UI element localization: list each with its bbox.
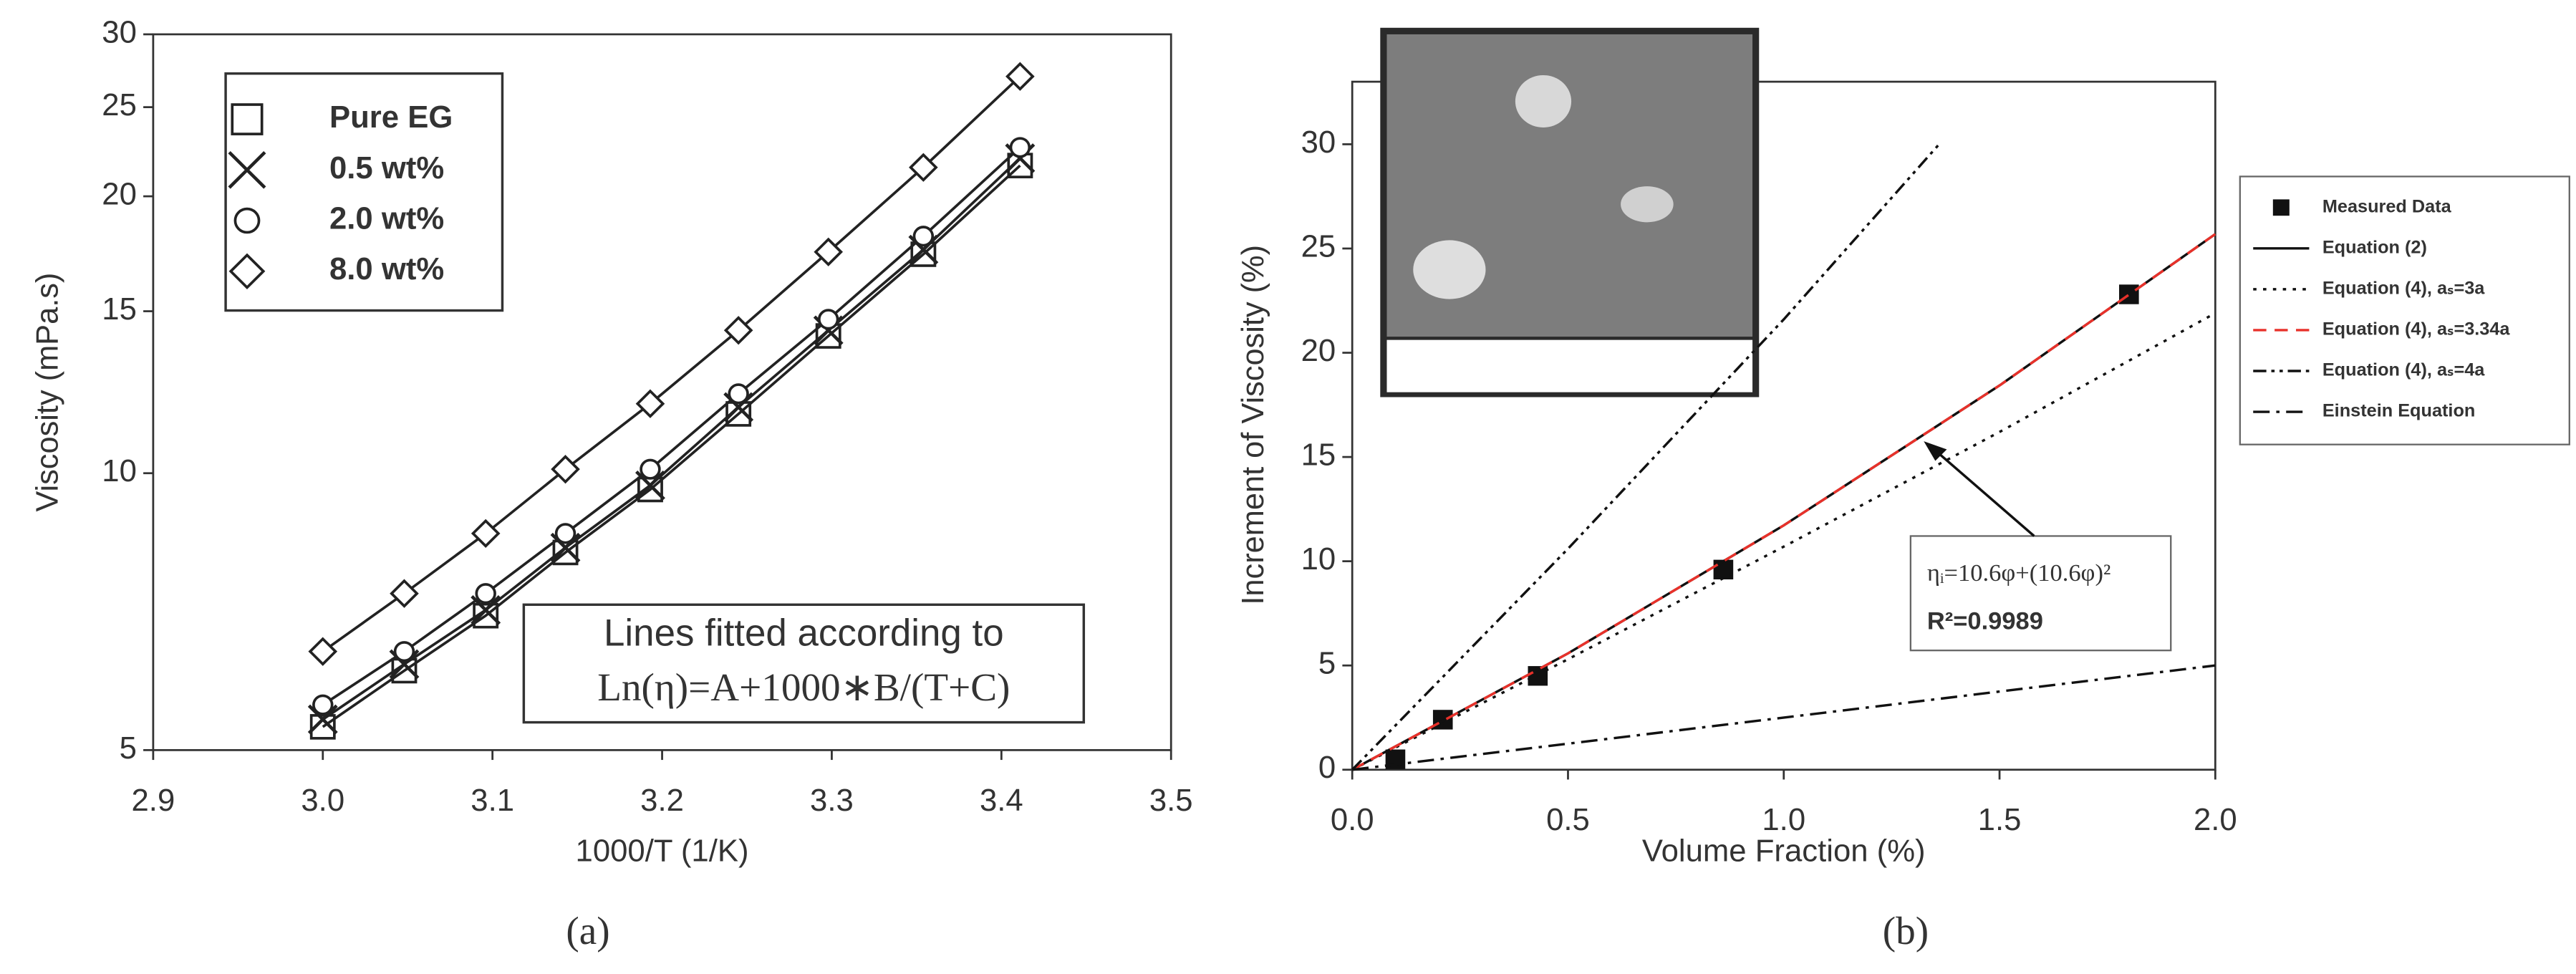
caption: (a) bbox=[566, 909, 609, 953]
legend-label: 2.0 wt% bbox=[329, 202, 444, 236]
particle bbox=[1413, 240, 1486, 299]
legend-label: 0.5 wt% bbox=[329, 151, 444, 185]
x-tick-label: 3.1 bbox=[471, 783, 514, 818]
x-tick-label: 3.0 bbox=[301, 783, 344, 818]
marker bbox=[912, 226, 935, 247]
y-tick-label: 20 bbox=[102, 178, 137, 212]
x-tick-label: 1.0 bbox=[1762, 803, 1805, 837]
y-axis-label: Viscosity (mPa.s) bbox=[30, 273, 64, 512]
marker bbox=[814, 237, 844, 266]
y-tick-label: 10 bbox=[1301, 542, 1336, 577]
legend-label: Equation (4), aₛ=3a bbox=[2322, 279, 2486, 299]
y-tick-label: 25 bbox=[102, 88, 137, 122]
marker bbox=[1009, 137, 1031, 158]
marker bbox=[723, 316, 753, 345]
annotation-box bbox=[1909, 535, 2172, 652]
arrow-head bbox=[1924, 441, 1947, 461]
legend-label: Equation (4), aₛ=4a bbox=[2322, 360, 2486, 380]
y-tick-label: 25 bbox=[1301, 230, 1336, 264]
particle bbox=[1621, 186, 1674, 223]
legend-label: Equation (4), aₛ=3.34a bbox=[2322, 319, 2511, 339]
series-line bbox=[1351, 143, 1940, 771]
y-tick-label: 15 bbox=[102, 292, 137, 327]
y-tick-label: 10 bbox=[102, 454, 137, 488]
x-tick-label: 1.5 bbox=[1978, 803, 2022, 837]
marker bbox=[307, 704, 338, 735]
annotation: ηᵢ=10.6φ+(10.6φ)² bbox=[1927, 559, 2111, 587]
x-tick-label: 2.0 bbox=[2194, 803, 2237, 837]
y-tick-label: 5 bbox=[1318, 647, 1336, 681]
legend-label: 8.0 wt% bbox=[329, 252, 444, 286]
sem-inset bbox=[1380, 27, 1760, 397]
series-line bbox=[1351, 233, 2216, 771]
marker bbox=[635, 389, 665, 418]
marker bbox=[475, 583, 496, 604]
y-tick-label: 0 bbox=[1318, 751, 1336, 785]
x-tick-label: 0.0 bbox=[1331, 803, 1374, 837]
x-axis-label: 1000/T (1/K) bbox=[576, 834, 749, 869]
x-tick-label: 3.2 bbox=[640, 783, 684, 818]
marker bbox=[312, 694, 334, 715]
series-line bbox=[1351, 664, 2216, 771]
legend-marker bbox=[231, 103, 264, 135]
marker bbox=[1005, 62, 1035, 91]
x-axis-label: Volume Fraction (%) bbox=[1642, 834, 1926, 869]
legend-marker bbox=[2272, 199, 2290, 216]
marker bbox=[390, 579, 419, 608]
y-tick-label: 15 bbox=[1301, 438, 1336, 473]
y-tick-label: 5 bbox=[120, 731, 137, 766]
legend-marker bbox=[233, 207, 261, 234]
x-tick-label: 3.3 bbox=[810, 783, 854, 818]
marker bbox=[640, 458, 661, 480]
inset-info bbox=[1386, 339, 1753, 392]
legend-box bbox=[224, 72, 504, 312]
annotation: Ln(η)=A+1000∗B/(T+C) bbox=[597, 665, 1010, 709]
y-tick-label: 30 bbox=[1301, 125, 1336, 160]
marker bbox=[308, 637, 338, 666]
marker bbox=[551, 455, 580, 484]
x-tick-label: 2.9 bbox=[132, 783, 175, 818]
marker bbox=[471, 519, 501, 549]
legend-label: Equation (2) bbox=[2322, 238, 2427, 258]
annotation-arrow bbox=[1929, 445, 2035, 537]
y-tick-label: 30 bbox=[102, 16, 137, 50]
marker bbox=[473, 602, 499, 629]
legend-marker bbox=[228, 253, 266, 289]
marker bbox=[817, 309, 839, 330]
legend-label: Einstein Equation bbox=[2322, 401, 2476, 421]
y-tick-label: 20 bbox=[1301, 334, 1336, 368]
particle bbox=[1515, 74, 1572, 127]
marker bbox=[1713, 559, 1734, 579]
marker bbox=[309, 714, 336, 740]
annotation: Lines fitted according to bbox=[604, 612, 1004, 655]
caption: (b) bbox=[1883, 909, 1929, 953]
x-tick-label: 3.5 bbox=[1149, 783, 1193, 818]
series-line bbox=[1351, 312, 2216, 771]
y-axis-label: Increment of Viscosity (%) bbox=[1236, 245, 1270, 605]
legend-label: Pure EG bbox=[329, 100, 453, 135]
legend-marker bbox=[228, 151, 266, 189]
x-tick-label: 0.5 bbox=[1546, 803, 1590, 837]
marker bbox=[393, 641, 415, 662]
annotation-box bbox=[522, 603, 1086, 724]
series-line bbox=[322, 164, 1021, 728]
x-tick-label: 3.4 bbox=[980, 783, 1023, 818]
marker bbox=[554, 523, 577, 544]
marker bbox=[728, 383, 749, 405]
annotation: R²=0.9989 bbox=[1927, 608, 2043, 635]
marker bbox=[909, 153, 938, 182]
legend-label: Measured Data bbox=[2322, 197, 2452, 217]
legend-box bbox=[2239, 175, 2570, 445]
